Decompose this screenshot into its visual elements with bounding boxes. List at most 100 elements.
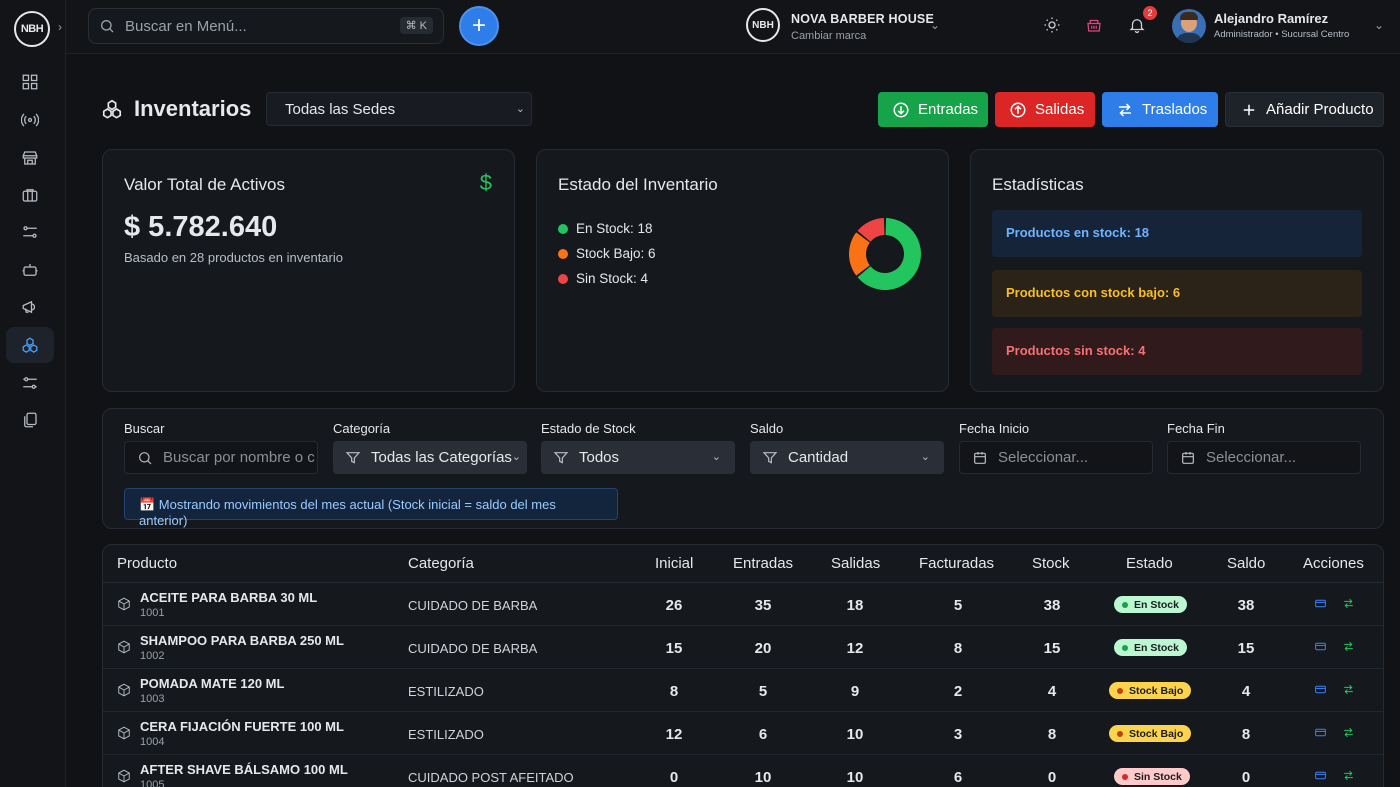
chevron-down-icon: ⌄ xyxy=(511,451,521,463)
buscar-label: Buscar xyxy=(124,421,165,436)
product-search-input[interactable]: Buscar por nombre o c xyxy=(124,441,318,474)
transfer-icon[interactable] xyxy=(1342,726,1355,744)
store-icon[interactable] xyxy=(6,140,54,176)
transfer-icon[interactable] xyxy=(1342,597,1355,615)
bell-icon[interactable] xyxy=(1126,14,1148,36)
traslados-button[interactable]: Traslados xyxy=(1102,92,1218,127)
stat-no-stock: Productos sin stock: 4 xyxy=(992,328,1362,375)
cell-stock: 38 xyxy=(1043,597,1061,614)
page-title: Inventarios xyxy=(134,96,252,121)
th-salidas[interactable]: Salidas xyxy=(831,555,881,572)
th-estado[interactable]: Estado xyxy=(1126,555,1173,572)
edit-icon[interactable] xyxy=(1314,726,1327,744)
cell-stock: 8 xyxy=(1047,726,1057,743)
salidas-label: Salidas xyxy=(1035,101,1085,118)
edit-icon[interactable] xyxy=(1314,597,1327,615)
categoria-select[interactable]: Todas las Categorías ⌄ xyxy=(333,441,527,474)
cell-inicial: 26 xyxy=(665,597,683,614)
chevron-down-icon: ⌄ xyxy=(930,18,941,32)
product-category: CUIDADO POST AFEITADO xyxy=(408,770,574,785)
filter-icon xyxy=(762,451,778,464)
red-dot xyxy=(558,273,568,284)
cash-register-icon[interactable] xyxy=(1083,14,1105,36)
table-row[interactable]: POMADA MATE 120 ML 1003 ESTILIZADO 8 5 9 2 4 4 St… xyxy=(103,669,1383,712)
cell-salidas: 9 xyxy=(850,683,860,700)
avatar[interactable] xyxy=(1172,9,1206,43)
product-code: 1003 xyxy=(140,693,165,705)
brand-switcher-logo: NBH xyxy=(746,8,780,42)
add-product-button[interactable]: Añadir Producto xyxy=(1225,92,1384,127)
th-facturadas[interactable]: Facturadas xyxy=(919,555,995,572)
briefcase-icon[interactable] xyxy=(6,177,54,213)
cell-inicial: 12 xyxy=(665,726,683,743)
fecha-fin-input[interactable]: Seleccionar... xyxy=(1167,441,1361,474)
saldo-label: Saldo xyxy=(750,421,784,436)
broadcast-icon[interactable] xyxy=(6,102,54,138)
th-categoria[interactable]: Categoría xyxy=(408,555,474,572)
fecha-inicio-input[interactable]: Seleccionar... xyxy=(959,441,1153,474)
transfer-icon xyxy=(1119,102,1131,117)
package-icon xyxy=(117,726,131,745)
table-row[interactable]: AFTER SHAVE BÁLSAMO 100 ML 1005 CUIDADO PO… xyxy=(103,755,1383,787)
calendar-icon xyxy=(1182,451,1194,464)
table-row[interactable]: CERA FIJACIÓN FUERTE 100 ML 1004 ESTILIZAD… xyxy=(103,712,1383,755)
user-menu-chevron-icon[interactable]: ⌄ xyxy=(1374,18,1385,32)
sliders-icon[interactable] xyxy=(6,214,54,250)
megaphone-icon[interactable] xyxy=(6,289,54,325)
calendar-icon xyxy=(974,451,986,464)
sede-select-value: Todas las Sedes xyxy=(285,101,396,118)
settings-icon[interactable] xyxy=(6,365,54,401)
product-category: ESTILIZADO xyxy=(408,727,484,742)
cell-facturadas: 8 xyxy=(953,640,963,657)
legend-in-stock-label: En Stock: 18 xyxy=(576,221,653,236)
menu-search-input[interactable]: Buscar en Menú... ⌘ K xyxy=(88,8,444,44)
edit-icon[interactable] xyxy=(1314,640,1327,658)
product-code: 1005 xyxy=(140,779,165,787)
transfer-icon[interactable] xyxy=(1342,640,1355,658)
quick-add-button[interactable]: + xyxy=(459,6,499,46)
chevron-down-icon: ⌄ xyxy=(711,451,721,463)
salidas-button[interactable]: Salidas xyxy=(995,92,1095,127)
theme-toggle-icon[interactable] xyxy=(1041,14,1063,36)
legend-no-stock: Sin Stock: 4 xyxy=(558,271,648,286)
traslados-label: Traslados xyxy=(1142,101,1208,118)
th-entradas[interactable]: Entradas xyxy=(733,555,794,572)
user-role: Administrador • Sucursal Centro xyxy=(1214,29,1350,40)
fecha-inicio-placeholder: Seleccionar... xyxy=(998,449,1089,466)
brand-logo[interactable]: NBH xyxy=(14,11,50,47)
status-badge: Stock Bajo xyxy=(1109,725,1192,742)
table-row[interactable]: SHAMPOO PARA BARBA 250 ML 1002 CUIDADO DE … xyxy=(103,626,1383,669)
th-stock[interactable]: Stock xyxy=(1032,555,1070,572)
cell-stock: 4 xyxy=(1047,683,1057,700)
edit-icon[interactable] xyxy=(1314,683,1327,701)
add-product-label: Añadir Producto xyxy=(1266,101,1374,118)
dashboard-icon[interactable] xyxy=(6,64,54,100)
entradas-button[interactable]: Entradas xyxy=(878,92,988,127)
table-row[interactable]: ACEITE PARA BARBA 30 ML 1001 CUIDADO DE BA… xyxy=(103,583,1383,626)
filter-icon xyxy=(345,451,361,464)
th-saldo[interactable]: Saldo xyxy=(1227,555,1266,572)
transfer-icon[interactable] xyxy=(1342,769,1355,787)
sede-select[interactable]: Todas las Sedes ⌄ xyxy=(266,92,532,126)
transfer-icon[interactable] xyxy=(1342,683,1355,701)
search-placeholder: Buscar en Menú... xyxy=(125,17,247,35)
robot-icon[interactable] xyxy=(6,252,54,288)
search-icon xyxy=(139,451,152,464)
th-producto[interactable]: Producto xyxy=(117,555,178,572)
product-name: AFTER SHAVE BÁLSAMO 100 ML xyxy=(140,762,348,777)
inventory-icon[interactable] xyxy=(6,327,54,363)
documents-icon[interactable] xyxy=(6,402,54,438)
cell-saldo: 4 xyxy=(1241,683,1251,700)
user-name: Alejandro Ramírez xyxy=(1214,11,1329,26)
package-icon xyxy=(117,640,131,659)
plus-icon xyxy=(1243,104,1255,115)
brand-switcher[interactable]: NBH NOVA BARBER HOUSE Cambiar marca ⌄ xyxy=(744,6,944,46)
filters-panel: Buscar Buscar por nombre o c Categoría T… xyxy=(102,408,1384,529)
saldo-select[interactable]: Cantidad ⌄ xyxy=(750,441,944,474)
chevron-right-icon[interactable]: › xyxy=(58,20,62,34)
th-inicial[interactable]: Inicial xyxy=(655,555,694,572)
product-category: CUIDADO DE BARBA xyxy=(408,598,538,613)
statistics-title: Estadísticas xyxy=(992,175,1084,194)
edit-icon[interactable] xyxy=(1314,769,1327,787)
estado-select[interactable]: Todos ⌄ xyxy=(541,441,735,474)
